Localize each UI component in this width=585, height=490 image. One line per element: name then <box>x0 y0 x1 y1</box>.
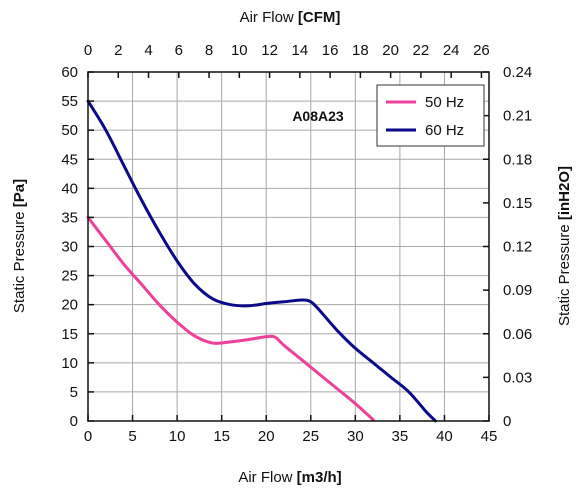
left-tick-label: 35 <box>61 209 78 226</box>
left-tick-label: 5 <box>70 384 78 401</box>
bottom-tick-label: 20 <box>258 428 275 445</box>
bottom-tick-label: 5 <box>128 428 136 445</box>
right-tick-label: 0.09 <box>503 282 532 299</box>
left-tick-label: 20 <box>61 297 78 314</box>
top-axis-label: Air Flow <box>240 9 294 26</box>
legend-box <box>376 84 485 147</box>
left-tick-label: 50 <box>61 122 78 139</box>
bottom-tick-label: 25 <box>302 428 319 445</box>
right-tick-label: 0.15 <box>503 195 532 212</box>
top-tick-label: 14 <box>292 42 309 59</box>
legend: 50 Hz 60 Hz <box>376 84 485 147</box>
axes: 0 5 10 15 20 25 30 35 40 450 2 4 6 8 10 12 14 16 18 20 22 24 2… <box>61 42 532 445</box>
top-tick-label: 6 <box>175 42 183 59</box>
left-axis-unit: [Pa] <box>11 179 28 207</box>
left-tick-label: 40 <box>61 180 78 197</box>
right-axis-label: Static Pressure <box>556 224 573 326</box>
right-tick-label: 0.21 <box>503 108 532 125</box>
bottom-axis-title: Air Flow [m3/h] <box>238 469 341 486</box>
left-tick-label: 30 <box>61 239 78 256</box>
left-tick-label: 0 <box>70 413 78 430</box>
right-axis-unit: [inH2O] <box>556 166 573 220</box>
bottom-tick-label: 15 <box>213 428 230 445</box>
left-tick-label: 15 <box>61 326 78 343</box>
bottom-tick-label: 30 <box>347 428 364 445</box>
top-tick-label: 10 <box>231 42 248 59</box>
left-tick-label: 60 <box>61 64 78 81</box>
left-axis-title: Static Pressure [Pa] <box>11 179 28 313</box>
top-axis-unit: [CFM] <box>298 9 340 26</box>
top-axis-title: Air Flow [CFM] <box>240 9 341 26</box>
legend-label-60hz: 60 Hz <box>425 122 464 139</box>
bottom-tick-label: 45 <box>481 428 498 445</box>
right-tick-label: 0 <box>503 413 511 430</box>
left-axis-label: Static Pressure <box>11 211 28 313</box>
left-tick-label: 25 <box>61 268 78 285</box>
right-tick-label: 0.24 <box>503 64 532 81</box>
bottom-axis-unit: [m3/h] <box>297 469 342 486</box>
bottom-tick-label: 40 <box>436 428 453 445</box>
legend-label-50hz: 50 Hz <box>425 94 464 111</box>
bottom-tick-label: 0 <box>84 428 92 445</box>
series-layer <box>86 99 437 423</box>
right-tick-label: 0.06 <box>503 326 532 343</box>
top-tick-label: 4 <box>144 42 152 59</box>
series-line-60hz <box>86 99 437 423</box>
top-tick-label: 12 <box>261 42 278 59</box>
top-tick-label: 16 <box>322 42 339 59</box>
top-tick-label: 22 <box>413 42 430 59</box>
bottom-tick-label: 35 <box>392 428 409 445</box>
series-line-50hz <box>86 215 375 422</box>
top-tick-label: 26 <box>473 42 490 59</box>
top-tick-label: 20 <box>382 42 399 59</box>
right-tick-label: 0.12 <box>503 239 532 256</box>
top-tick-label: 24 <box>443 42 460 59</box>
right-axis-title: Static Pressure [inH2O] <box>556 166 573 326</box>
top-tick-label: 0 <box>84 42 92 59</box>
top-tick-label: 2 <box>114 42 122 59</box>
bottom-axis-label: Air Flow <box>238 469 292 486</box>
left-tick-label: 55 <box>61 93 78 110</box>
right-tick-label: 0.18 <box>503 151 532 168</box>
right-tick-label: 0.03 <box>503 369 532 386</box>
left-tick-label: 45 <box>61 151 78 168</box>
top-tick-label: 8 <box>205 42 213 59</box>
top-tick-label: 18 <box>352 42 369 59</box>
chart-title: A08A23 <box>292 108 344 124</box>
left-tick-label: 10 <box>61 355 78 372</box>
bottom-tick-label: 10 <box>169 428 186 445</box>
